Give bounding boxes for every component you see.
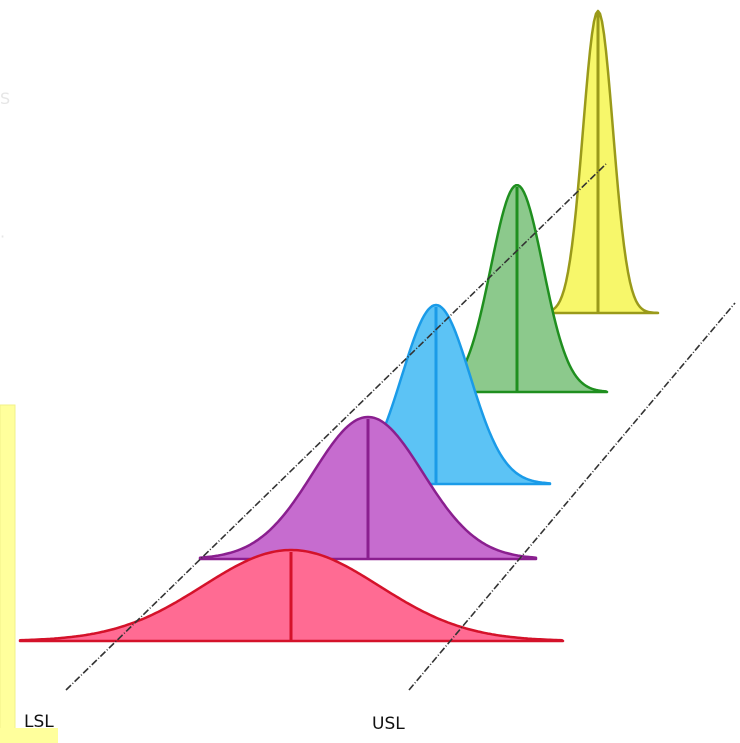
usl-line	[408, 302, 736, 691]
distribution-curves	[18, 9, 660, 643]
yellow-side-panel-bottom	[0, 728, 58, 743]
usl-label: USL	[372, 714, 405, 734]
red-distribution	[18, 548, 565, 643]
lsl-label: LSL	[24, 712, 54, 732]
yellow-side-panel	[0, 404, 16, 741]
faint-glyph-top: S	[0, 89, 10, 108]
yellow-distribution	[536, 9, 660, 315]
faint-glyph-mid: ·	[0, 227, 5, 246]
lsl-line	[65, 163, 607, 691]
purple-distribution	[198, 415, 538, 561]
